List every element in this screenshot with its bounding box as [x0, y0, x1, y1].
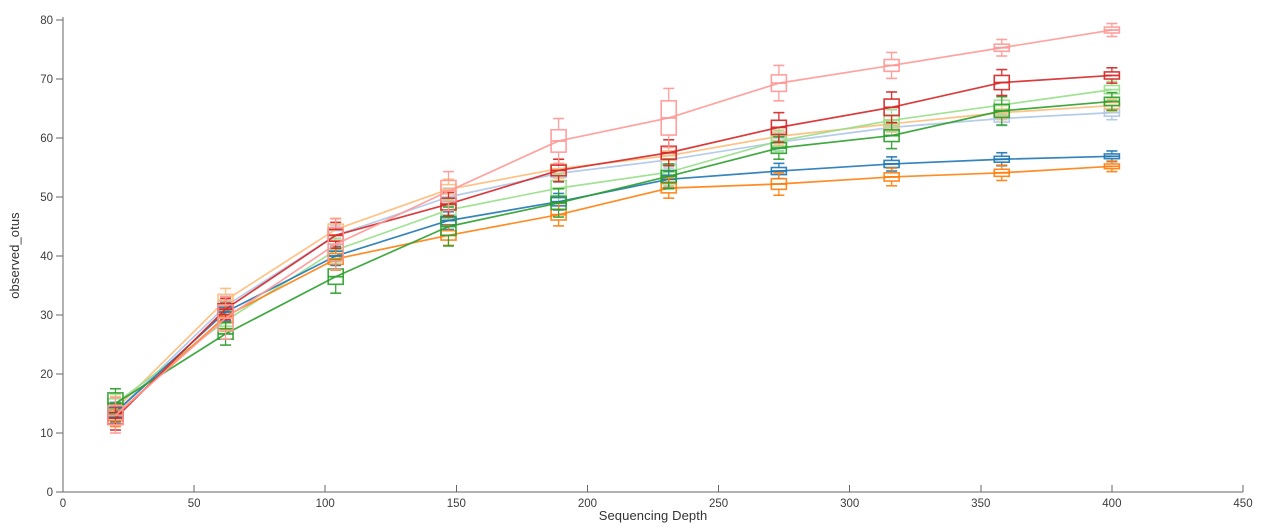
series-light-orange — [107, 98, 1121, 424]
boxplot-light-red-d62 — [217, 295, 234, 340]
boxplot-light-red-d358 — [993, 38, 1011, 57]
series-line-light-green — [114, 88, 1113, 405]
axes — [56, 17, 1244, 493]
boxplot-orange-d316 — [883, 167, 900, 187]
boxplot-light-red-d20 — [107, 396, 124, 434]
boxplot-green-d358 — [993, 95, 1011, 126]
boxplot-red-d316 — [883, 91, 900, 124]
series-line-orange — [114, 165, 1112, 416]
boxplot-orange-d273 — [770, 172, 788, 197]
x-tick-label: 200 — [578, 498, 597, 510]
series-green — [107, 91, 1121, 420]
x-tick-label: 300 — [840, 498, 859, 510]
series-line-red — [114, 74, 1112, 419]
boxplot-blue-d400 — [1103, 150, 1121, 163]
boxplot-light-red-d104 — [327, 218, 345, 271]
x-axis-title: Sequencing Depth — [598, 508, 708, 523]
x-tick-label: 350 — [971, 498, 990, 510]
boxplot-red-d273 — [770, 111, 788, 143]
boxplot-red-d358 — [993, 68, 1011, 97]
y-tick-label: 60 — [40, 133, 53, 145]
boxplot-light-red-d189 — [550, 117, 567, 165]
boxplot-green-d189 — [550, 187, 567, 218]
boxplot-light-red-d273 — [770, 64, 788, 102]
boxplot-light-red-d147 — [440, 170, 457, 212]
y-tick-label: 20 — [40, 369, 53, 381]
y-tick-label: 10 — [40, 428, 53, 440]
boxplot-green-d62 — [217, 321, 234, 346]
y-axis-title-wrap: observed_otus — [0, 0, 28, 510]
boxplot-green-d147 — [440, 206, 457, 247]
x-tick-label: 400 — [1102, 498, 1121, 510]
x-tick-label: 450 — [1233, 498, 1252, 510]
y-tick-label: 40 — [40, 251, 53, 263]
series-red — [107, 66, 1121, 431]
y-tick-label: 80 — [40, 15, 53, 27]
series-light-green — [107, 80, 1121, 414]
y-axis-title: observed_otus — [6, 211, 22, 299]
boxplot-red-d400 — [1103, 66, 1121, 84]
boxplot-light-red-d316 — [883, 51, 900, 80]
y-tick-label: 50 — [40, 192, 53, 204]
boxplot-blue-d358 — [993, 151, 1011, 167]
boxplot-light-red-d231 — [660, 87, 678, 149]
x-tick-label: 250 — [709, 498, 728, 510]
y-tick-label: 0 — [47, 487, 53, 499]
series-line-light-orange — [114, 104, 1112, 411]
series-line-green — [114, 100, 1112, 405]
y-tick-label: 70 — [40, 74, 53, 86]
series-light-blue — [107, 104, 1121, 424]
x-tick-label: 50 — [188, 498, 201, 510]
series-line-light-blue — [114, 111, 1112, 413]
x-tick-label: 0 — [60, 498, 66, 510]
series-line-light-red — [114, 29, 1113, 416]
x-tick-label: 100 — [316, 498, 335, 510]
series-light-red — [107, 22, 1121, 434]
boxplot-light-red-d400 — [1103, 22, 1121, 38]
boxplot-orange-d358 — [993, 164, 1011, 182]
boxplot-green-d400 — [1103, 91, 1121, 112]
boxplot-orange-d400 — [1103, 160, 1121, 173]
y-tick-label: 30 — [40, 310, 53, 322]
x-tick-label: 150 — [447, 498, 466, 510]
series-line-blue — [114, 155, 1112, 413]
